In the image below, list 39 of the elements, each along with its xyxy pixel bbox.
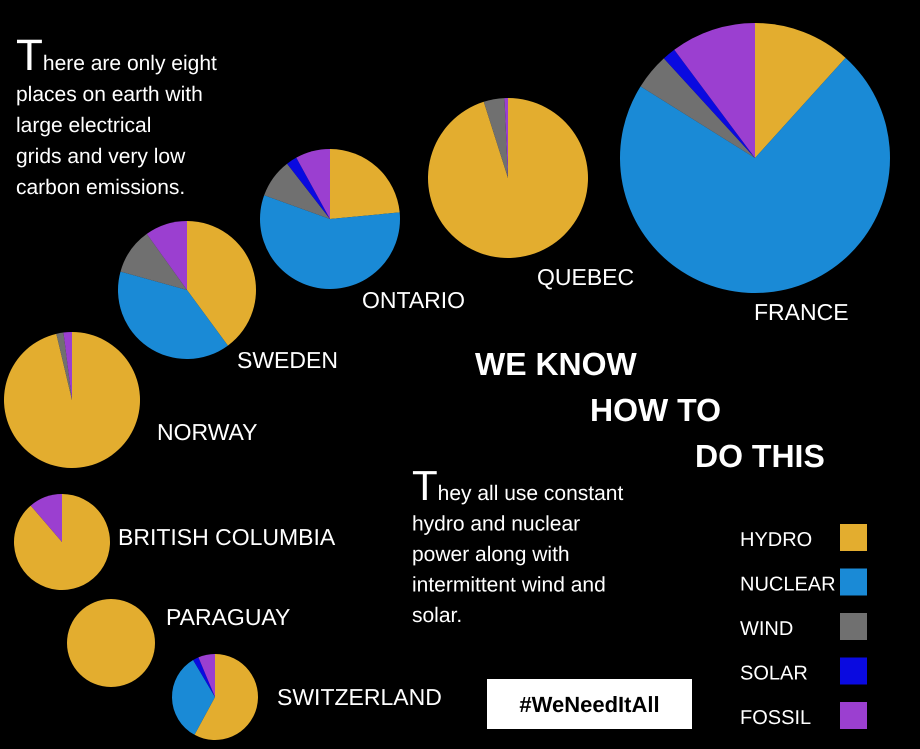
pie-slice (664, 50, 755, 158)
pie-slice (120, 234, 187, 290)
legend-label: SOLAR (740, 662, 808, 684)
text: SWITZERLAND (277, 684, 442, 710)
text: FRANCE (754, 299, 849, 325)
text: NORWAY (157, 419, 258, 445)
pie-slice (260, 195, 400, 289)
legend-label: HYDRO (740, 529, 812, 551)
legend-label: FOSSIL (740, 707, 812, 729)
pie-slice (14, 494, 110, 590)
text: There are only eight places on earth with large electrical grids and very low carbon emissions. (16, 31, 218, 199)
pie-slice (640, 58, 755, 158)
pie-slice (118, 272, 228, 359)
pie-slice (484, 98, 508, 178)
pie-slice (296, 149, 330, 219)
legend-label: WIND (740, 618, 794, 640)
pie-slice (4, 332, 140, 468)
pie-slice (194, 654, 258, 740)
pie-slice (56, 332, 72, 400)
text: #WeNeedItAll (519, 692, 660, 717)
pie-slice (198, 654, 215, 697)
pie-slice (674, 23, 755, 158)
pie-slice (428, 98, 588, 258)
text: ONTARIO (362, 287, 466, 313)
text: QUEBEC (537, 264, 634, 290)
pie-slice (30, 494, 62, 542)
pie-slice (287, 158, 330, 219)
text: PARAGUAY (166, 604, 290, 630)
pie-slice (755, 23, 846, 158)
text: SWEDEN (237, 347, 338, 373)
pie-slice (330, 149, 400, 219)
pie-slice (187, 221, 256, 346)
pie-slice (172, 660, 215, 735)
pie-slice (146, 221, 187, 290)
text: BRITISH COLUMBIA (118, 524, 336, 550)
pie-slice (63, 332, 72, 400)
pie-slice (264, 164, 330, 219)
legend-label: NUCLEAR (740, 574, 836, 596)
pie-slice (193, 657, 215, 697)
